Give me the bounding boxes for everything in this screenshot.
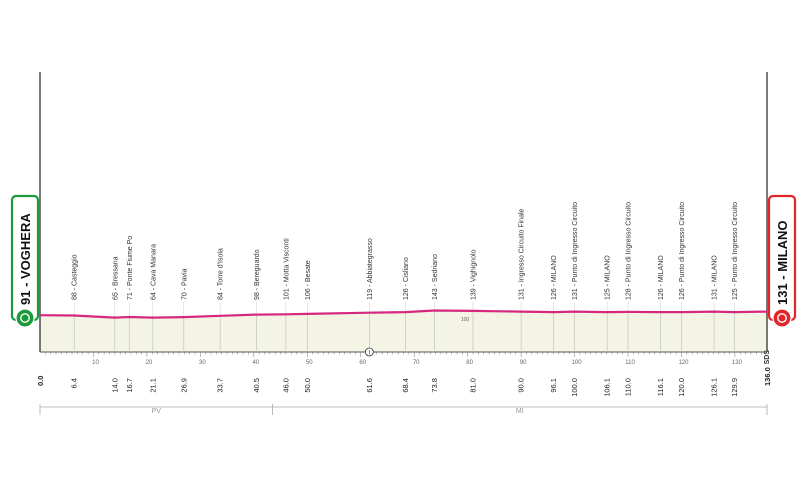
waypoint-name-label: 139 - Vighignolo	[470, 249, 477, 300]
finish-badge-icon	[772, 308, 792, 328]
waypoint-km-label: 106.1	[603, 378, 612, 397]
waypoint-km-label: 16.7	[125, 378, 134, 393]
waypoint-km-label: 116.1	[656, 378, 665, 396]
profile-line	[39, 309, 768, 319]
province-label: PV	[152, 408, 162, 415]
waypoint-km-label: 14.0	[110, 378, 119, 393]
waypoint-km-label: 68.4	[401, 378, 410, 393]
axis-tick-label: 10	[92, 360, 99, 366]
axis-tick-label: 30	[199, 360, 206, 366]
waypoint-km-label: 110.0	[624, 378, 633, 396]
waypoint-name-label: 126 - Punto di Ingresso Circuito	[679, 202, 686, 300]
axis-tick-label: 40	[252, 360, 259, 366]
waypoint-name-label: 128 - Punto di Ingresso Circuito	[626, 202, 633, 300]
axis-tick-label: 60	[359, 360, 366, 366]
waypoint-name-label: 131 - Punto di Ingresso Circuito	[572, 202, 579, 300]
waypoint-km-label: 50.0	[303, 378, 312, 393]
waypoint-km-label: 126.1	[710, 378, 719, 397]
waypoint-km-label: 40.5	[252, 378, 261, 393]
axis-tick-label: 110	[625, 360, 635, 366]
waypoint-name-label: 126 - MILANO	[658, 255, 665, 300]
axis-tick-label: 130	[732, 360, 743, 366]
sprint-marker-icon	[364, 347, 374, 357]
waypoint-km-label: 46.0	[281, 378, 290, 393]
distance-axis: 10 20 30 40 50 60 70 80 90 100 110 120 130	[40, 351, 767, 366]
provinces-layer: PV MI	[39, 404, 768, 415]
axis-tick-label: 20	[146, 360, 153, 366]
profile-line-layer	[39, 309, 768, 319]
waypoint-km-label: 21.1	[148, 378, 157, 393]
waypoint-km-label: 81.0	[468, 378, 477, 393]
profile-fill	[40, 310, 767, 352]
waypoint-name-label: 126 - MILANO	[551, 255, 558, 300]
waypoint-name-label: 88 - Casteggio	[72, 254, 79, 300]
waypoint-name-label: 131 - Ingresso Circuito Finale	[519, 208, 526, 300]
axis-tick-label: 90	[520, 360, 527, 366]
waypoint-km-label: 33.7	[216, 378, 225, 393]
finish-km-label: 136.0	[763, 367, 772, 386]
waypoint-name-label: 119 - Abbiategrasso	[367, 238, 374, 300]
waypoint-km-label: 61.6	[365, 378, 374, 393]
finish-badge-label: 131 - MILANO	[775, 220, 790, 305]
start-badge-icon-ring	[20, 313, 30, 323]
waypoint-name-label: 64 - Cava Manara	[150, 244, 157, 300]
endpoints-layer: 91 - VOGHERA 131 - MILANO	[10, 194, 797, 328]
waypoint-name-label: 71 - Ponte Fiume Po	[127, 236, 134, 300]
sprint-marker-label: I	[368, 350, 370, 356]
waypoint-name-label: 126 - Cisliano	[403, 257, 410, 300]
start-km-label: 0.0	[36, 376, 45, 386]
finish-badge-icon-ring	[777, 313, 787, 323]
province-label: MI	[516, 408, 524, 415]
waypoint-km-label: 96.1	[549, 378, 558, 393]
waypoint-km-label: 129.9	[730, 378, 739, 397]
waypoint-name-label: 70 - Pavia	[181, 268, 188, 300]
waypoint-km-label: 120.0	[677, 378, 686, 397]
waypoint-name-label: 84 - Torre d'Isola	[218, 248, 225, 300]
axis-tick-label: 120	[678, 360, 689, 366]
waypoint-name-label: 131 - MILANO	[712, 255, 719, 300]
sds-label: SDS	[764, 350, 771, 365]
waypoint-km-label: 100.0	[570, 378, 579, 397]
waypoint-name-label: 101 - Motta Visconti	[283, 238, 290, 300]
axis-tick-label: 70	[413, 360, 420, 366]
waypoint-km-label: 6.4	[70, 378, 79, 388]
waypoint-name-label: 143 - Sedriano	[432, 254, 439, 300]
waypoint-km-label: 26.9	[179, 378, 188, 393]
waypoint-km-label: 90.0	[517, 378, 526, 393]
waypoint-name-label: 125 - MILANO	[605, 255, 612, 300]
axis-tick-label: 100	[572, 360, 583, 366]
start-badge-label: 91 - VOGHERA	[18, 213, 33, 305]
waypoints-layer: 6.4 88 - Casteggio 14.0 65 - Bressana 16.7 71…	[36, 202, 772, 397]
altitude-reference-label: 100	[461, 317, 470, 323]
waypoint-name-label: 125 - Punto di Ingresso Circuito	[732, 202, 739, 300]
axis-tick-label: 80	[466, 360, 473, 366]
axis-tick-label: 50	[306, 360, 313, 366]
waypoint-km-label: 73.8	[430, 378, 439, 393]
waypoint-name-label: 106 - Besate	[305, 260, 312, 300]
start-badge-icon	[15, 308, 35, 328]
waypoint-name-label: 65 - Bressana	[112, 256, 119, 300]
profile-fill-layer	[39, 72, 768, 352]
waypoint-name-label: 98 - Bereguardo	[254, 249, 261, 300]
